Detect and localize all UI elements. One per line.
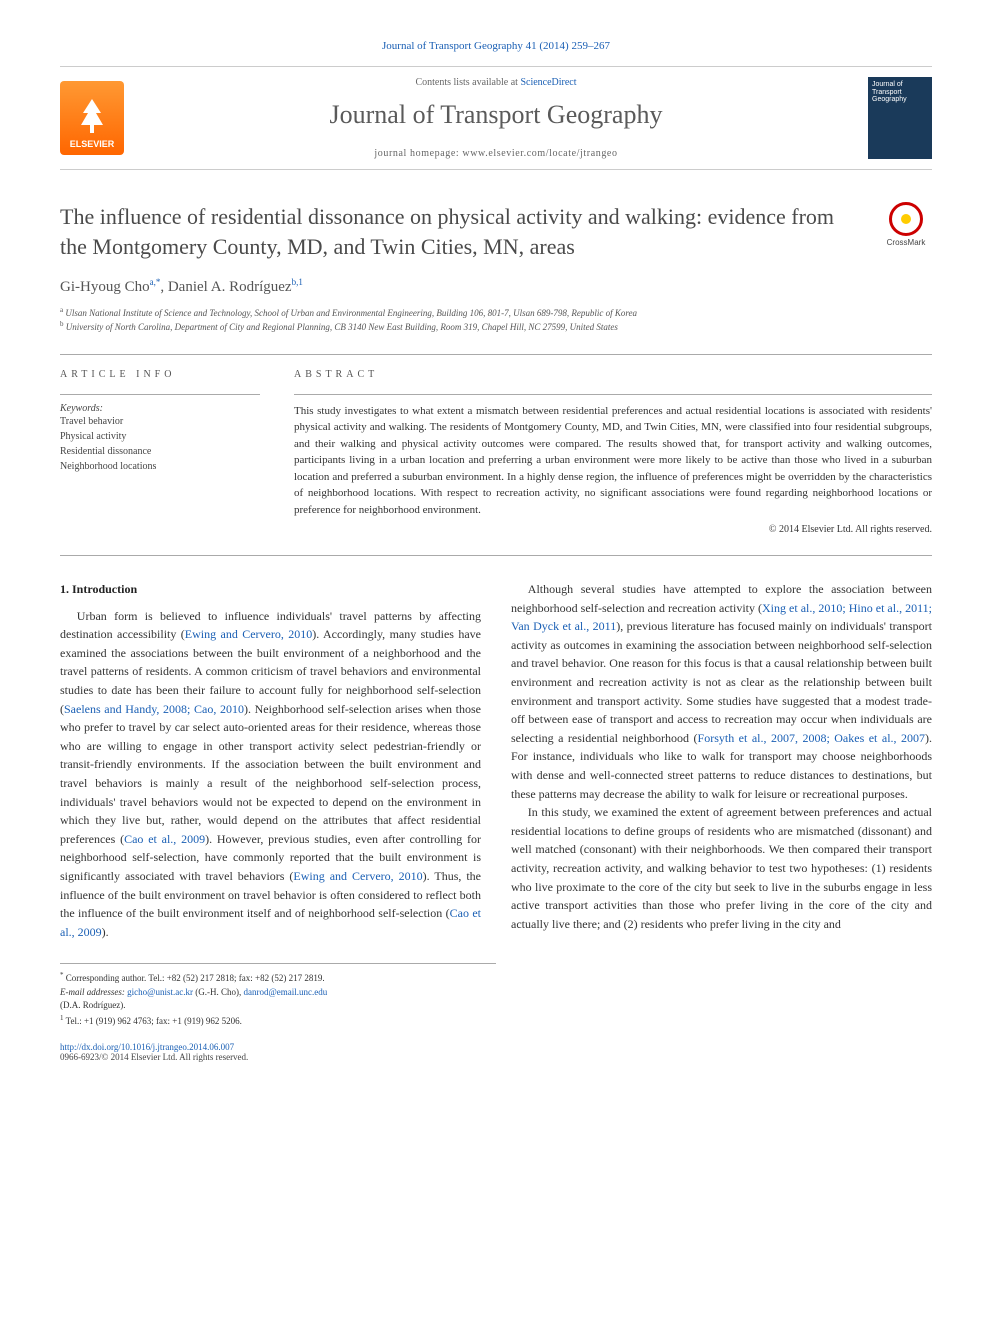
- email-1-owner: (G.-H. Cho),: [195, 987, 241, 997]
- journal-cover-thumb: Journal of Transport Geography: [868, 77, 932, 159]
- header-citation: Journal of Transport Geography 41 (2014)…: [60, 40, 932, 52]
- info-heading: ARTICLE INFO: [60, 369, 260, 380]
- body-columns: 1. Introduction Urban form is believed t…: [60, 580, 932, 941]
- keyword: Travel behavior: [60, 414, 260, 429]
- journal-header: ELSEVIER Contents lists available at Sci…: [60, 66, 932, 170]
- author-2-sup: b,1: [292, 277, 303, 287]
- doi-link[interactable]: http://dx.doi.org/10.1016/j.jtrangeo.201…: [60, 1042, 234, 1052]
- p1f: ).: [102, 925, 109, 939]
- crossmark-badge[interactable]: CrossMark: [880, 202, 932, 254]
- authors: Gi-Hyoug Choa,*, Daniel A. Rodríguezb,1: [60, 277, 932, 296]
- tree-icon: [77, 97, 107, 135]
- cover-text: Journal of Transport Geography: [872, 81, 928, 104]
- body-para-1: Urban form is believed to influence indi…: [60, 607, 481, 942]
- keywords-label: Keywords:: [60, 403, 260, 414]
- aff-b: University of North Carolina, Department…: [66, 322, 618, 332]
- contents-line: Contents lists available at ScienceDirec…: [140, 77, 852, 88]
- doi-block: http://dx.doi.org/10.1016/j.jtrangeo.201…: [60, 1042, 932, 1062]
- p1c: ). Neighborhood self-selection arises wh…: [60, 702, 481, 846]
- abstract: ABSTRACT This study investigates to what…: [294, 369, 932, 536]
- body-para-2: Although several studies have attempted …: [511, 580, 932, 803]
- ref-link[interactable]: Cao et al., 2009: [124, 832, 205, 846]
- aff-a-sup: a: [60, 306, 63, 314]
- contents-prefix: Contents lists available at: [415, 77, 520, 88]
- footnotes: * Corresponding author. Tel.: +82 (52) 2…: [60, 963, 496, 1028]
- ref-link[interactable]: Ewing and Cervero, 2010: [185, 627, 312, 641]
- title-col: The influence of residential dissonance …: [60, 202, 860, 261]
- p2b: ), previous literature has focused mainl…: [511, 619, 932, 745]
- keyword: Residential dissonance: [60, 444, 260, 459]
- fn1-sup: 1: [60, 1014, 64, 1022]
- ref-link[interactable]: Ewing and Cervero, 2010: [293, 869, 422, 883]
- publisher-logo-text: ELSEVIER: [70, 139, 115, 149]
- crossmark-icon: [889, 202, 923, 236]
- homepage-line[interactable]: journal homepage: www.elsevier.com/locat…: [140, 148, 852, 159]
- email-1[interactable]: gicho@unist.ac.kr: [127, 987, 193, 997]
- publisher-logo[interactable]: ELSEVIER: [60, 81, 124, 155]
- body-para-3: In this study, we examined the extent of…: [511, 803, 932, 933]
- title-row: The influence of residential dissonance …: [60, 202, 932, 261]
- abstract-heading: ABSTRACT: [294, 369, 932, 380]
- author-1: Gi-Hyoug Cho: [60, 279, 150, 295]
- header-center: Contents lists available at ScienceDirec…: [140, 77, 852, 159]
- article-info: ARTICLE INFO Keywords: Travel behavior P…: [60, 369, 260, 536]
- page: Journal of Transport Geography 41 (2014)…: [0, 0, 992, 1092]
- article-title: The influence of residential dissonance …: [60, 202, 860, 261]
- body-divider: [60, 555, 932, 556]
- aff-a: Ulsan National Institute of Science and …: [65, 308, 637, 318]
- corr-text: Corresponding author. Tel.: +82 (52) 217…: [66, 973, 325, 983]
- email-2[interactable]: danrod@email.unc.edu: [243, 987, 327, 997]
- issn-line: 0966-6923/© 2014 Elsevier Ltd. All right…: [60, 1052, 932, 1062]
- ref-link[interactable]: Saelens and Handy, 2008; Cao, 2010: [64, 702, 244, 716]
- corr-sup: *: [60, 971, 64, 979]
- sciencedirect-link[interactable]: ScienceDirect: [520, 77, 576, 88]
- ref-link[interactable]: Forsyth et al., 2007, 2008; Oakes et al.…: [698, 731, 925, 745]
- journal-name: Journal of Transport Geography: [140, 100, 852, 130]
- abstract-copyright: © 2014 Elsevier Ltd. All rights reserved…: [294, 524, 932, 535]
- aff-b-sup: b: [60, 320, 64, 328]
- info-abstract-row: ARTICLE INFO Keywords: Travel behavior P…: [60, 354, 932, 536]
- email-2-owner: (D.A. Rodríguez).: [60, 999, 496, 1013]
- keyword: Physical activity: [60, 429, 260, 444]
- crossmark-label: CrossMark: [887, 238, 926, 247]
- fn1-text: Tel.: +1 (919) 962 4763; fax: +1 (919) 9…: [66, 1016, 242, 1026]
- section-1-head: 1. Introduction: [60, 580, 481, 599]
- keyword: Neighborhood locations: [60, 459, 260, 474]
- email-label: E-mail addresses:: [60, 987, 125, 997]
- author-2: Daniel A. Rodríguez: [168, 279, 292, 295]
- author-1-sup: a,*: [150, 277, 161, 287]
- affiliations: a Ulsan National Institute of Science an…: [60, 306, 932, 333]
- abstract-text: This study investigates to what extent a…: [294, 403, 932, 519]
